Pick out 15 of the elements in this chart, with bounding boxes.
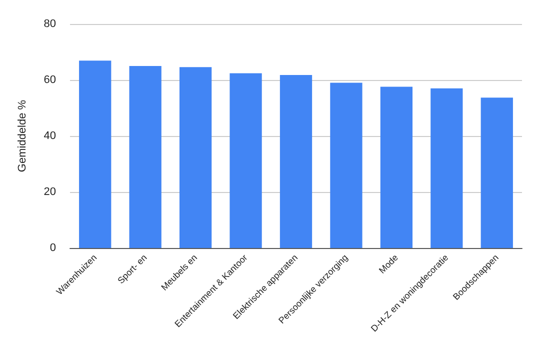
bar (230, 73, 262, 248)
y-tick-label: 60 (44, 74, 56, 86)
bar (380, 86, 413, 248)
bar (430, 88, 463, 248)
bar (480, 98, 513, 248)
bar (179, 67, 212, 248)
bar (79, 60, 112, 248)
y-tick-label: 40 (44, 130, 56, 142)
bar (129, 66, 162, 248)
y-tick-label: 20 (44, 186, 56, 198)
y-axis-title: Gemiddelde % (16, 100, 28, 172)
bar (280, 74, 312, 248)
y-tick-label: 80 (44, 18, 56, 30)
bar (330, 82, 362, 248)
y-tick-label: 0 (50, 242, 56, 254)
